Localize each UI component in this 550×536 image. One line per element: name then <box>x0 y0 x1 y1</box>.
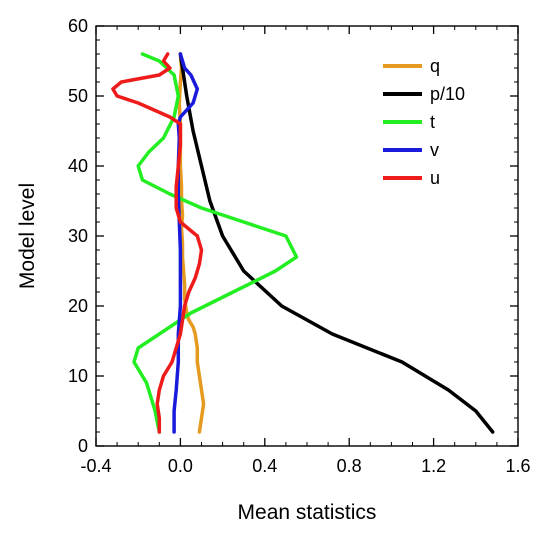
y-tick-label: 50 <box>68 86 88 106</box>
x-axis: -0.4 0.0 0.4 0.8 1.2 1.6 <box>80 26 531 476</box>
legend-label: t <box>430 112 435 132</box>
series-line-u <box>111 52 204 434</box>
x-tick-label: 1.6 <box>505 456 530 476</box>
legend-label: v <box>430 140 439 160</box>
legend-label: q <box>430 56 440 76</box>
y-tick-label: 60 <box>68 16 88 36</box>
series-line-v <box>172 52 200 434</box>
y-tick-label: 20 <box>68 296 88 316</box>
series-line-t <box>132 52 299 434</box>
legend-label: u <box>430 168 440 188</box>
legend: q p/10 tvu <box>383 56 465 188</box>
x-tick-label: 1.2 <box>421 456 446 476</box>
series-line-p-10 <box>178 52 495 434</box>
y-axis: 0 10 20 30 40 50 60 <box>68 16 518 456</box>
series-layer <box>111 52 495 434</box>
x-tick-label: 0.0 <box>168 456 193 476</box>
x-tick-label: 0.8 <box>337 456 362 476</box>
y-tick-label: 10 <box>68 366 88 386</box>
y-axis-title: Model level <box>16 183 39 289</box>
x-tick-label: 0.4 <box>252 456 277 476</box>
y-tick-label: 40 <box>68 156 88 176</box>
x-tick-label: -0.4 <box>80 456 111 476</box>
x-axis-title: Mean statistics <box>238 501 377 524</box>
y-tick-label: 30 <box>68 226 88 246</box>
legend-label: p/10 <box>430 84 465 104</box>
y-tick-label: 0 <box>78 436 88 456</box>
